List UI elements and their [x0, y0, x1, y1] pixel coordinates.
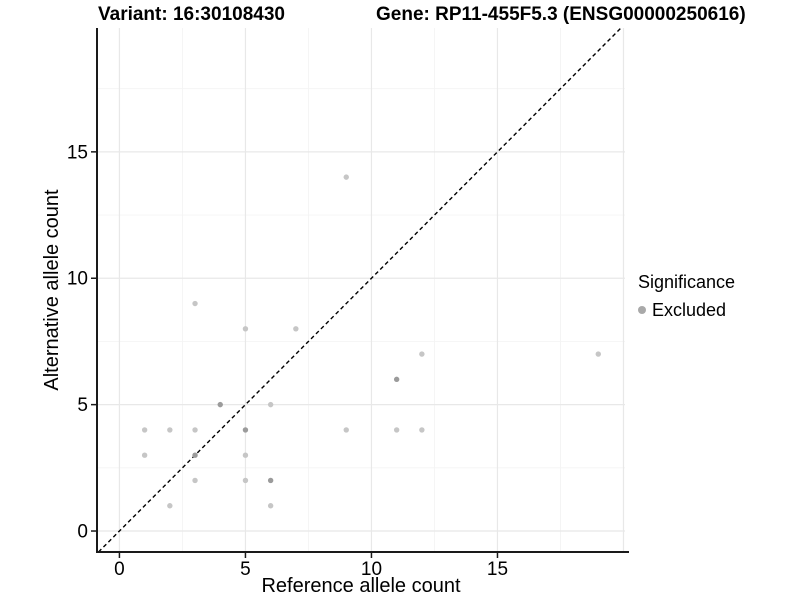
- data-point-series0: [267, 503, 274, 509]
- data-point-series0: [419, 427, 425, 433]
- data-point-series0: [393, 427, 400, 433]
- y-axis-tick-label: 5: [77, 395, 88, 416]
- legend-key-point-icon: [638, 306, 646, 315]
- x-axis-tick-label: 0: [114, 559, 125, 580]
- data-point-series1: [267, 477, 274, 484]
- data-point-series0: [419, 351, 425, 357]
- legend: Significance Excluded: [638, 272, 735, 321]
- data-point-series0: [192, 427, 198, 433]
- identity-diagonal-line: [98, 27, 622, 553]
- data-point-series0: [167, 503, 173, 509]
- data-point-series0: [267, 401, 274, 408]
- y-axis-tick-label: 10: [67, 269, 88, 290]
- x-axis-tick-label: 5: [240, 559, 251, 580]
- y-axis-tick-label: 0: [77, 522, 88, 543]
- x-axis-tick-label: 15: [487, 559, 508, 580]
- data-point-series0: [141, 452, 148, 458]
- data-point-series0: [242, 477, 249, 484]
- data-point-series0: [293, 326, 299, 332]
- data-point-series0: [141, 427, 148, 433]
- data-point-series0: [192, 477, 198, 484]
- x-axis-title: Reference allele count: [261, 575, 461, 597]
- data-point-series0: [192, 300, 198, 307]
- legend-title: Significance: [638, 272, 736, 292]
- data-point-series0: [595, 351, 601, 357]
- data-point-series0: [242, 452, 249, 458]
- data-point-series0: [343, 174, 349, 180]
- legend-item-excluded: Excluded: [638, 300, 735, 322]
- data-point-series1: [242, 427, 249, 433]
- plot-title-variant: Variant: 16:30108430: [98, 4, 285, 25]
- legend-item-label: Excluded: [652, 299, 727, 320]
- x-axis-tick-label: 10: [361, 559, 382, 580]
- y-axis-title: Alternative allele count: [41, 189, 63, 391]
- plot-title-gene: Gene: RP11-455F5.3 (ENSG00000250616): [376, 4, 746, 25]
- data-point-series1: [217, 401, 223, 408]
- data-point-series0: [343, 427, 349, 433]
- data-point-series0: [242, 326, 249, 332]
- data-point-series1: [192, 452, 198, 458]
- data-point-series0: [167, 427, 173, 433]
- data-point-series1: [393, 376, 400, 383]
- y-axis-tick-label: 15: [67, 142, 88, 163]
